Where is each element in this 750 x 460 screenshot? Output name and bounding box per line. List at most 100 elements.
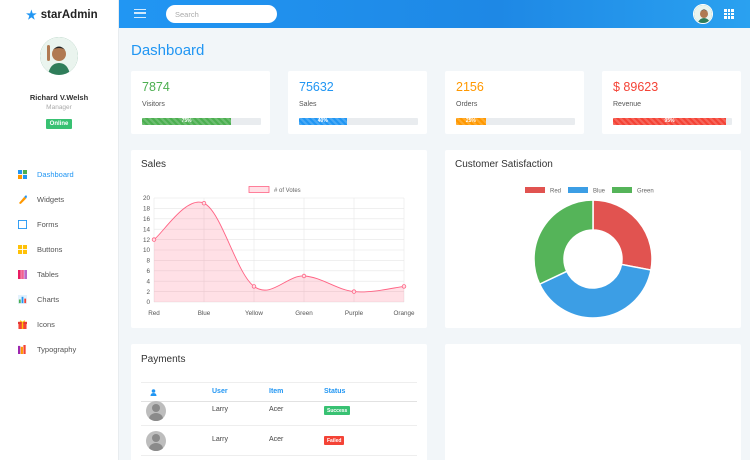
sidebar-item-typography[interactable]: Typography xyxy=(0,337,118,362)
sidebar-item-label: Charts xyxy=(37,295,60,304)
stat-label: Revenue xyxy=(613,101,642,108)
x-tick-label: Purple xyxy=(345,310,364,317)
card-title: Customer Satisfaction xyxy=(455,159,553,170)
user-name: Richard V.Welsh xyxy=(29,93,89,102)
sidebar-item-label: Buttons xyxy=(37,245,63,254)
y-tick-label: 16 xyxy=(143,216,151,223)
progress-fill: 25% xyxy=(456,118,486,125)
progress-bar: 75% xyxy=(142,118,261,125)
cell-item: Acer xyxy=(269,436,284,443)
stat-label: Sales xyxy=(299,101,317,108)
progress-fill: 40% xyxy=(299,118,347,125)
sidebar-item-label: Forms xyxy=(37,220,59,229)
avatar xyxy=(146,431,166,451)
y-tick-label: 18 xyxy=(143,206,151,213)
user-profile: Richard V.Welsh Manager Online xyxy=(0,37,118,130)
column-header-item[interactable]: Item xyxy=(269,388,284,395)
table-header: User Item Status xyxy=(141,382,417,402)
stat-value: 7874 xyxy=(142,80,170,94)
progress-fill: 95% xyxy=(613,118,727,125)
legend-label: # of Votes xyxy=(274,188,301,194)
forms-icon xyxy=(18,220,27,229)
stat-value: 2156 xyxy=(456,80,484,94)
avatar xyxy=(40,37,78,75)
sidebar-item-charts[interactable]: Charts xyxy=(0,287,118,312)
column-header-status[interactable]: Status xyxy=(324,388,346,395)
legend-label: Blue xyxy=(593,189,606,195)
sales-card: Sales # of Votes 0 2 4 6 8 10 12 14 16 18 20 Red Bl… xyxy=(131,150,427,328)
y-tick-label: 6 xyxy=(146,268,150,275)
data-point xyxy=(201,201,207,206)
card-title: Payments xyxy=(141,354,186,365)
sidebar: ★ starAdmin Richard V.Welsh Manager Onli… xyxy=(0,0,119,460)
sidebar-item-label: Dashboard xyxy=(37,170,74,179)
search-input[interactable] xyxy=(166,5,277,23)
tables-icon xyxy=(18,270,27,279)
legend-swatch xyxy=(248,186,270,193)
x-tick-label: Red xyxy=(148,310,160,317)
y-tick-label: 2 xyxy=(146,289,150,296)
pie-slice xyxy=(538,263,652,319)
progress-bar: 40% xyxy=(299,118,418,125)
stat-label: Visitors xyxy=(142,101,165,108)
typography-icon xyxy=(18,345,26,354)
stat-value: 75632 xyxy=(299,80,334,94)
satisfaction-card: Customer Satisfaction Red Blue Green xyxy=(445,150,741,328)
sidebar-item-icons[interactable]: Icons xyxy=(0,312,118,337)
sidebar-item-widgets[interactable]: Widgets xyxy=(0,187,118,212)
topbar xyxy=(119,0,750,28)
sidebar-item-dashboard[interactable]: Dashboard xyxy=(0,162,118,187)
status-badge: Success xyxy=(324,406,351,415)
legend-swatch xyxy=(568,187,588,193)
x-tick-label: Blue xyxy=(198,310,211,317)
legend-label: Red xyxy=(550,189,561,195)
widgets-icon xyxy=(18,195,27,204)
cell-user: Larry xyxy=(212,436,228,443)
stat-card-sales: 75632 Sales 40% xyxy=(288,71,427,134)
table-row[interactable]: Larry Acer Success xyxy=(141,396,417,426)
sidebar-item-label: Typography xyxy=(37,345,77,354)
satisfaction-doughnut-chart: Red Blue Green xyxy=(525,187,654,319)
payments-card: Payments User Item Status Larry Acer Suc… xyxy=(131,344,427,460)
sidebar-item-forms[interactable]: Forms xyxy=(0,212,118,237)
y-tick-label: 10 xyxy=(143,247,151,254)
buttons-icon xyxy=(18,245,27,254)
stat-card-visitors: 7874 Visitors 75% xyxy=(131,71,270,134)
y-tick-label: 12 xyxy=(143,237,151,244)
star-icon: ★ xyxy=(26,7,37,22)
empty-card xyxy=(445,344,741,460)
sidebar-item-tables[interactable]: Tables xyxy=(0,262,118,287)
brand-name: starAdmin xyxy=(40,8,98,21)
legend-label: Green xyxy=(637,189,654,195)
data-point xyxy=(251,284,257,289)
charts-icon xyxy=(18,295,27,304)
legend-swatch xyxy=(525,187,545,193)
pie-slice xyxy=(533,199,594,286)
cell-user: Larry xyxy=(212,406,228,413)
stat-card-orders: 2156 Orders 25% xyxy=(445,71,584,134)
data-point xyxy=(301,273,307,279)
apps-grid-icon[interactable] xyxy=(724,9,734,19)
x-tick-label: Orange xyxy=(393,310,415,317)
cell-item: Acer xyxy=(269,406,284,413)
brand-logo[interactable]: ★ starAdmin xyxy=(0,0,118,29)
user-icon xyxy=(150,389,157,396)
sales-line-chart: # of Votes 0 2 4 6 8 10 12 14 16 18 20 Red Blue Yell… xyxy=(143,186,415,317)
stat-value: $ 89623 xyxy=(613,80,659,94)
y-tick-label: 20 xyxy=(143,195,151,202)
data-point xyxy=(401,284,407,289)
pie-slice xyxy=(592,199,653,271)
sidebar-item-buttons[interactable]: Buttons xyxy=(0,237,118,262)
column-header-user[interactable]: User xyxy=(212,388,228,395)
avatar[interactable] xyxy=(693,4,713,24)
progress-fill: 75% xyxy=(142,118,232,125)
table-row[interactable]: Larry Acer Failed xyxy=(141,426,417,456)
y-tick-label: 4 xyxy=(146,278,150,285)
card-title: Sales xyxy=(141,159,167,170)
sidebar-nav: Dashboard Widgets Forms Buttons Tables C… xyxy=(0,162,118,362)
stat-card-revenue: $ 89623 Revenue 95% xyxy=(602,71,741,134)
menu-toggle-icon[interactable] xyxy=(134,9,146,18)
progress-bar: 95% xyxy=(613,118,732,125)
avatar xyxy=(146,401,166,421)
y-tick-label: 8 xyxy=(146,258,150,265)
